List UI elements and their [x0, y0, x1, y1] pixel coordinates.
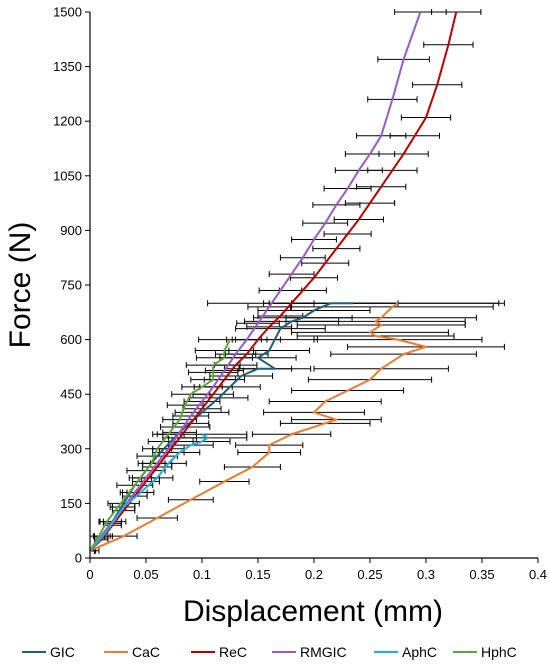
legend-label: RMGIC [300, 644, 347, 660]
series-line-hphc [89, 339, 231, 552]
legend-label: HphC [481, 644, 517, 660]
series-line-rec [89, 11, 458, 552]
legend-item-gic: GIC [22, 644, 75, 660]
legend-item-rmgic: RMGIC [272, 644, 347, 660]
legend-label: CaC [132, 644, 160, 660]
x-tick-label: 0 [86, 567, 93, 582]
y-tick-label: 300 [60, 441, 82, 456]
legend-label: GIC [50, 644, 75, 660]
errorbars-gic [89, 300, 500, 554]
y-tick-label: 450 [60, 387, 82, 402]
y-tick-label: 150 [60, 496, 82, 511]
x-tick-label: 0.4 [529, 567, 547, 582]
legend-label: AphC [402, 644, 437, 660]
y-axis-title: Force (N) [4, 222, 37, 349]
y-tick-label: 750 [60, 278, 82, 293]
series-line-cac [89, 302, 427, 552]
y-tick-label: 1500 [53, 5, 82, 20]
series-line-rmgic [89, 11, 422, 552]
legend: GIC CaC ReC RMGIC AphC HphC [22, 644, 517, 660]
x-tick-label: 0.1 [193, 567, 211, 582]
legend-label: ReC [219, 644, 247, 660]
legend-item-rec: ReC [191, 644, 247, 660]
y-tick-label: 1050 [53, 168, 82, 183]
y-tick-label: 900 [60, 223, 82, 238]
errorbars-rmgic [89, 9, 447, 554]
axes: 0 0.05 0.1 0.15 0.2 0.25 0.3 0.35 0.4 0 150 300 450 6… [53, 5, 547, 583]
y-tick-label: 0 [75, 551, 82, 566]
x-tick-label: 0.15 [245, 567, 270, 582]
errorbars-cac [89, 300, 505, 554]
x-tick-label: 0.3 [417, 567, 435, 582]
series-line-aphc [89, 433, 209, 552]
x-axis-title: Displacement (mm) [183, 595, 443, 628]
legend-item-aphc: AphC [374, 644, 437, 660]
x-tick-label: 0.2 [305, 567, 323, 582]
legend-item-hphc: HphC [453, 644, 517, 660]
y-tick-label: 1200 [53, 114, 82, 129]
series-lines [89, 11, 458, 552]
legend-item-cac: CaC [104, 644, 160, 660]
y-tick-label: 600 [60, 332, 82, 347]
x-tick-label: 0.05 [133, 567, 158, 582]
x-tick-label: 0.25 [357, 567, 382, 582]
x-tick-label: 0.35 [469, 567, 494, 582]
y-tick-label: 1350 [53, 59, 82, 74]
